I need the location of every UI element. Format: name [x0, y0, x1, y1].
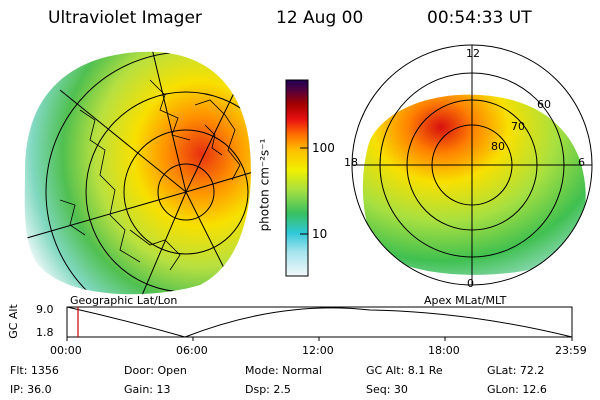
- mlat-label-80: 80: [491, 140, 505, 153]
- altitude-tick-low: 1.8: [36, 326, 54, 339]
- colorbar-tick-100: 100: [312, 141, 335, 155]
- status-door: Door: Open: [124, 364, 187, 377]
- status-ip: IP: 36.0: [10, 383, 52, 396]
- polar-image: [351, 44, 593, 286]
- geographic-image: [24, 51, 251, 295]
- status-mode: Mode: Normal: [245, 364, 322, 377]
- mlt-label-6: 6: [578, 156, 585, 169]
- time-tick-1800: 18:00: [428, 344, 460, 357]
- date-label: 12 Aug 00: [276, 8, 364, 28]
- status-gain: Gain: 13: [124, 383, 171, 396]
- status-gc-altitude: GC Alt: 8.1 Re: [366, 364, 443, 377]
- time-label: 00:54:33 UT: [427, 8, 532, 28]
- status-display: Dsp: 2.5: [245, 383, 291, 396]
- status-geo-longitude: GLon: 12.6: [487, 383, 547, 396]
- altitude-axis-title: GC Alt: [6, 304, 20, 339]
- mlt-label-0: 0: [467, 277, 474, 290]
- mlt-label-18: 18: [344, 156, 358, 169]
- status-geo-latitude: GLat: 72.2: [487, 364, 545, 377]
- right-panel-caption: Apex MLat/MLT: [424, 294, 507, 307]
- time-tick-0600: 06:00: [176, 344, 208, 357]
- mlt-label-12: 12: [466, 47, 480, 60]
- left-panel-caption: Geographic Lat/Lon: [70, 294, 178, 307]
- instrument-title: Ultraviolet Imager: [48, 8, 202, 28]
- colorbar-unit-label: photon cm⁻²s⁻¹: [257, 138, 272, 232]
- altitude-plot: [66, 306, 573, 341]
- time-tick-1200: 12:00: [302, 344, 334, 357]
- altitude-tick-high: 9.0: [36, 303, 54, 316]
- time-tick-2359: 23:59: [555, 344, 587, 357]
- status-flight: Flt: 1356: [10, 364, 59, 377]
- colorbar-tick-10: 10: [312, 227, 328, 241]
- mlat-label-70: 70: [511, 120, 525, 133]
- color-scale-bar: [285, 79, 309, 277]
- status-sequence: Seq: 30: [366, 383, 408, 396]
- mlat-label-60: 60: [537, 98, 551, 111]
- time-tick-0000: 00:00: [50, 344, 82, 357]
